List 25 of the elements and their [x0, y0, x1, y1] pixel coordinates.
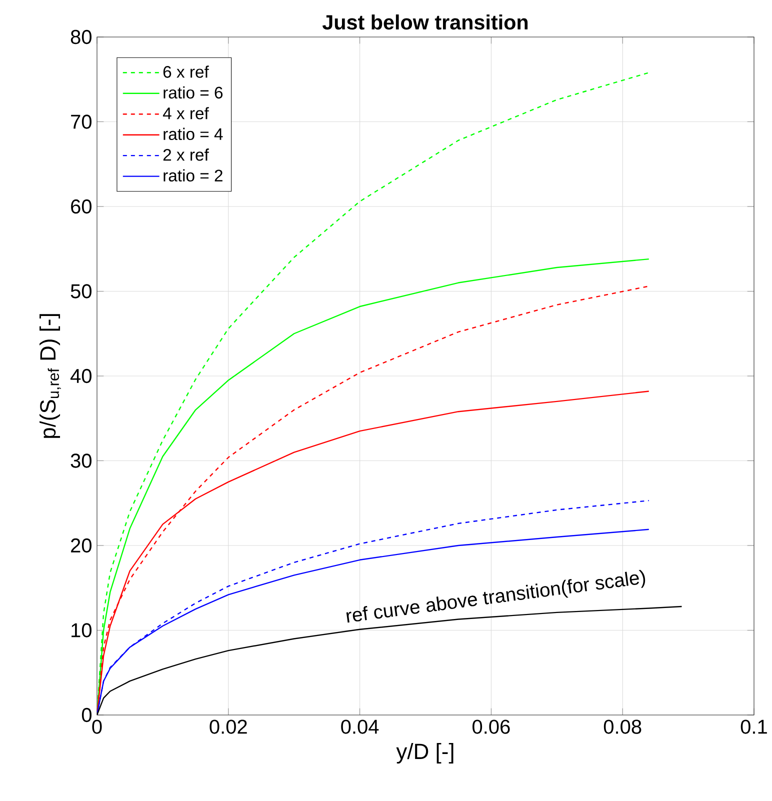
y-tick-label: 30 — [70, 454, 92, 468]
legend-label: ratio = 4 — [164, 128, 223, 140]
y-tick-label: 60 — [70, 199, 92, 214]
y-tick-label: 80 — [70, 30, 92, 44]
x-tick-label: 0.1 — [740, 720, 767, 734]
legend-label: ratio = 6 — [164, 86, 222, 99]
y-axis-title: p/(S$_{u,ref}$ D) [-] — [39, 314, 61, 438]
x-tick-label: 0.04 — [340, 720, 379, 734]
legend-label: 4 x ref — [162, 107, 209, 120]
x-tick-label: 0.06 — [472, 720, 510, 734]
x-tick-label: 0.02 — [210, 720, 247, 734]
y-tick-label: 10 — [71, 623, 92, 638]
legend-label: 6 x ref — [163, 66, 209, 78]
x-axis-title: y/D [-] — [396, 743, 454, 764]
y-tick-label: 50 — [70, 284, 92, 298]
y-tick-label: 20 — [70, 538, 92, 553]
annotation: ref curve above transition(for scale) — [346, 570, 645, 623]
y-tick-label: 70 — [70, 114, 92, 129]
y-tick-label: 40 — [70, 368, 92, 384]
chart-title: Just below transition — [322, 14, 528, 30]
legend-label: 2 x ref — [163, 148, 209, 161]
x-tick-label: 0 — [92, 720, 102, 734]
x-tick-label: 0.08 — [604, 720, 642, 734]
y-tick-label: 0 — [82, 708, 92, 722]
legend-label: ratio = 2 — [164, 169, 222, 182]
